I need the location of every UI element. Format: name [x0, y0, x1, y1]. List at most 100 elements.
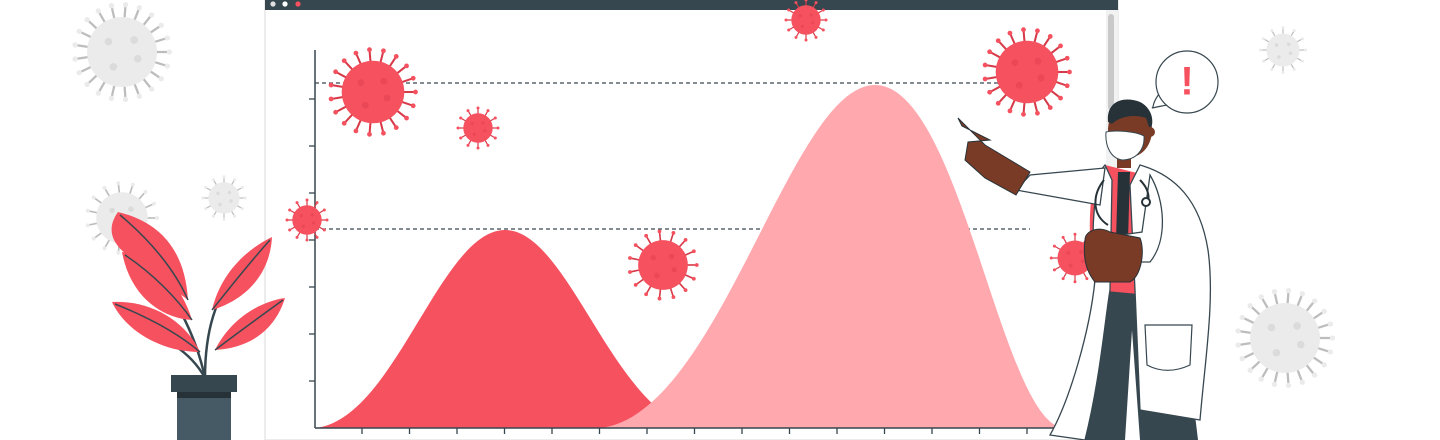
virus-spike-tip [211, 214, 215, 218]
virus-spike-tip [691, 249, 696, 254]
virus-spike-tip [143, 190, 148, 194]
virus-spike-tip [633, 282, 638, 287]
pointing-hand [957, 117, 1031, 196]
virus-spike-tip [691, 276, 696, 281]
leaf-veins [114, 214, 284, 353]
virus-spike-tip [466, 109, 470, 113]
virus-spike-tip [72, 56, 78, 62]
virus-spike-tip [1262, 59, 1266, 63]
virus-spike-tip [982, 76, 988, 82]
pot [177, 392, 231, 440]
virus-spike-tip [1304, 48, 1307, 52]
virus-spike-tip [633, 243, 638, 248]
virus [1235, 287, 1336, 389]
virus-spot [109, 207, 115, 214]
virus-spike-tip [824, 18, 828, 22]
virus-spike-tip [1058, 95, 1063, 101]
virus-spot [133, 54, 142, 63]
virus-spike-tip [1271, 289, 1278, 295]
virus-spike-tip [459, 116, 463, 120]
virus-spot [483, 129, 487, 133]
virus-spot [1079, 250, 1083, 254]
virus-spot [104, 37, 113, 46]
virus-spike-tip [353, 50, 359, 56]
virus-spike-tip [1270, 67, 1274, 71]
virus-spike-tip [136, 93, 143, 99]
window-dot [270, 1, 276, 7]
virus [1049, 232, 1101, 284]
virus-spike-tip [91, 236, 96, 241]
virus [72, 1, 173, 103]
virus-spike-tip [671, 295, 676, 299]
hair [1107, 99, 1153, 130]
virus-spike-tip [787, 8, 791, 12]
virus-spike-tip [152, 201, 156, 206]
virus-spot [301, 224, 305, 228]
virus-spike-tip [1281, 71, 1285, 74]
virus-spot [216, 191, 220, 196]
ear [1145, 127, 1155, 137]
chart-viruses [285, 0, 1101, 301]
virus-spike-tip [122, 1, 129, 8]
virus-spike-tip [108, 95, 115, 101]
virus-spot [1034, 57, 1042, 65]
virus-spot [128, 206, 134, 212]
virus-spot [130, 36, 138, 44]
virus-spot [1015, 81, 1023, 89]
virus-spike-tip [694, 263, 699, 267]
virus-spike-tip [158, 22, 164, 28]
virus-body [1250, 303, 1320, 373]
virus-spot [310, 213, 314, 217]
virus-spike-tip [1258, 376, 1264, 382]
virus-spike-tip [158, 76, 164, 82]
virus-spike-tip [493, 116, 497, 120]
virus-spike-tip [982, 62, 988, 68]
virus-spot [654, 272, 660, 279]
virus [285, 198, 329, 242]
red-curve [315, 230, 700, 428]
virus-body [1057, 240, 1093, 276]
virus-spot [1011, 59, 1019, 67]
virus-spike-tip [1064, 55, 1070, 61]
virus-spot [299, 213, 303, 218]
virus-spot [1272, 348, 1281, 357]
virus-spike-tip [1329, 335, 1336, 341]
virus-spike-tip [295, 235, 299, 239]
virus-spike-tip [1311, 372, 1318, 378]
virus-spike-tip [148, 12, 155, 18]
virus-spot [229, 199, 233, 203]
virus-spike-tip [85, 223, 90, 228]
virus-spike-tip [333, 69, 339, 75]
virus-spike-tip [353, 128, 359, 134]
virus-spike-tip [459, 136, 463, 140]
virus [784, 0, 828, 42]
virus-spike-tip [166, 49, 173, 55]
virus-body [1266, 33, 1300, 67]
virus-spike-tip [657, 296, 662, 301]
virus-spike-tip [1021, 111, 1026, 117]
virus [328, 47, 418, 137]
virus-spike-tip [233, 214, 237, 218]
virus-spike-tip [222, 217, 226, 221]
virus-spike-tip [76, 69, 82, 76]
virus-spike-tip [325, 218, 329, 222]
virus-spike-tip [1285, 287, 1292, 294]
virus-spike-tip [456, 126, 460, 130]
virus-spike-tip [367, 47, 372, 53]
virus-spot [811, 21, 815, 25]
virus-spike-tip [95, 90, 101, 96]
window-titlebar [265, 0, 1118, 10]
virus-spike-tip [410, 75, 416, 81]
virus-spike-tip [1311, 298, 1318, 304]
virus-spike-tip [288, 228, 292, 232]
virus-spike-tip [315, 201, 319, 205]
virus-spike-tip [285, 218, 289, 222]
scrollbar-thumb [1108, 14, 1114, 110]
virus-spike-tip [1262, 37, 1266, 41]
virus-spike-tip [381, 48, 386, 54]
stethoscope-head [1141, 197, 1151, 207]
virus-spike-tip [91, 195, 96, 200]
virus-spot [1267, 323, 1276, 332]
virus-spike-tip [305, 198, 309, 202]
